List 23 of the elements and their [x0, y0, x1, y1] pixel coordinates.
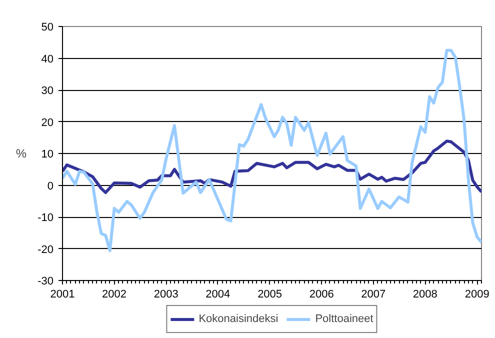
x-tick-label: 2009 [464, 288, 490, 300]
x-tick-label: 2003 [154, 288, 178, 300]
x-tick-label: 2008 [412, 288, 438, 300]
y-tick-label: -10 [38, 212, 54, 224]
y-tick-label: 30 [41, 85, 54, 97]
y-tick-label: -30 [38, 276, 54, 288]
legend-label: Polttoaineet [315, 313, 374, 325]
y-tick-label: -20 [38, 244, 54, 256]
y-tick-label: 50 [41, 22, 54, 34]
x-tick-label: 2001 [50, 288, 75, 300]
y-tick-label: 40 [41, 53, 54, 66]
x-tick-label: 2006 [309, 288, 334, 300]
y-tick-label: 0 [47, 180, 54, 192]
y-axis-title: % [16, 146, 27, 160]
line-series [62, 48, 482, 252]
x-tick-label: 2005 [258, 288, 282, 300]
y-tick-label: 10 [41, 148, 54, 160]
legend-label: Kokonaisindeksi [198, 313, 278, 325]
x-tick-label: 2007 [361, 288, 386, 300]
x-tick-label: 2002 [102, 288, 127, 300]
x-tick-label: 2004 [206, 288, 230, 300]
line-series [62, 140, 482, 194]
y-tick-label: 20 [41, 116, 54, 129]
